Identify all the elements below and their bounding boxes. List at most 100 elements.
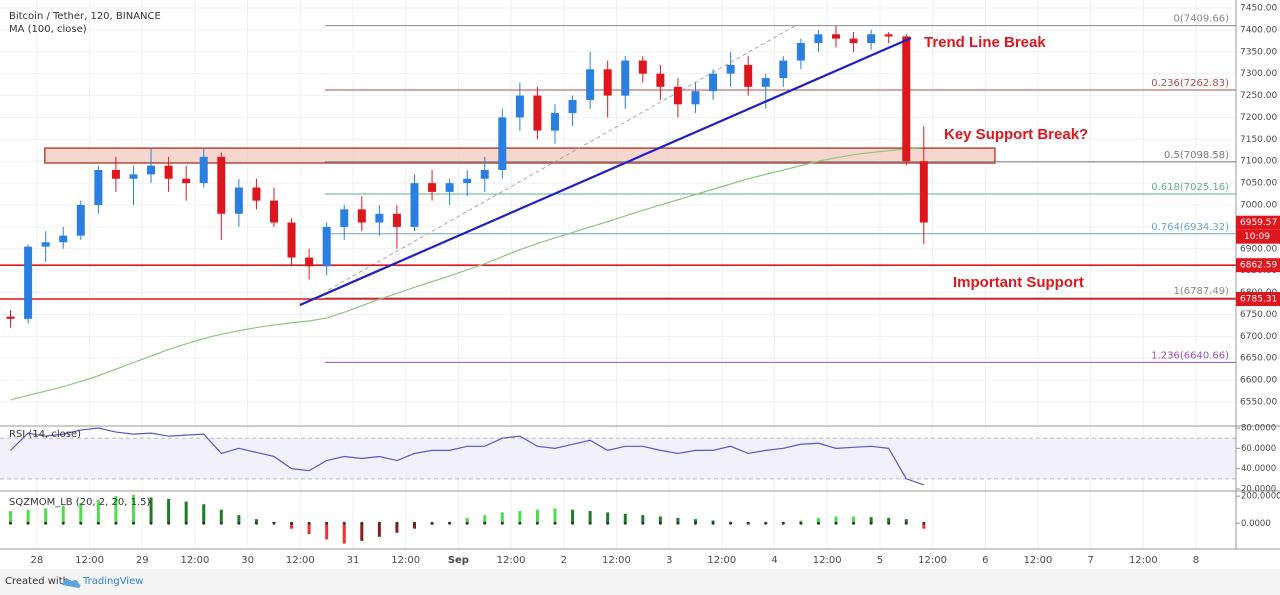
- y-tick-label: 6750.00: [1240, 310, 1277, 320]
- squeeze-dot: [834, 521, 838, 525]
- candle-body: [744, 64, 753, 87]
- momentum-bar: [641, 515, 645, 524]
- x-tick-label: 12:00: [181, 555, 210, 566]
- y-tick-label: 6600.00: [1240, 376, 1277, 386]
- squeeze-dot: [483, 521, 487, 525]
- momentum-bar: [149, 497, 153, 524]
- momentum-bar: [816, 517, 820, 524]
- momentum-bar: [412, 523, 416, 529]
- y-tick-label: 7250.00: [1240, 91, 1277, 101]
- momentum-bar: [61, 505, 65, 524]
- squeeze-dot: [887, 521, 891, 525]
- candle-body: [849, 38, 858, 44]
- candle-body: [287, 222, 296, 258]
- fib-label: 0.5(7098.58): [1164, 150, 1229, 161]
- rsi-line: [10, 427, 925, 486]
- momentum-bar: [904, 519, 908, 524]
- fib-label: 1(6787.49): [1173, 286, 1229, 297]
- candle-body: [59, 235, 68, 243]
- tradingview-logo[interactable]: [62, 579, 81, 588]
- momentum-bar: [307, 523, 311, 535]
- squeeze-dot: [799, 521, 803, 525]
- momentum-bar: [325, 523, 329, 540]
- y-tick-label: 7450.00: [1240, 4, 1277, 14]
- candle-body: [129, 174, 138, 179]
- momentum-bar: [553, 508, 557, 524]
- y-tick-label: 6900.00: [1240, 244, 1277, 254]
- squeeze-dot: [764, 521, 768, 525]
- candle-body: [638, 60, 647, 74]
- squeeze-dot: [79, 521, 83, 525]
- momentum-bar: [167, 498, 171, 524]
- squeeze-dot: [641, 521, 645, 525]
- candle-body: [586, 69, 595, 100]
- momentum-bar: [26, 509, 30, 524]
- candle-body: [111, 169, 120, 179]
- x-tick-label: 31: [347, 555, 360, 566]
- squeeze-dot: [518, 521, 522, 525]
- fib-diagonal: [328, 24, 797, 291]
- candle-body: [673, 86, 682, 105]
- candle-body: [182, 178, 191, 184]
- squeeze-dot: [114, 521, 118, 525]
- candle-body: [445, 183, 454, 192]
- candle-body: [656, 73, 665, 87]
- ma-legend: MA (100, close): [9, 24, 87, 35]
- squeeze-dot: [676, 521, 680, 525]
- candle-body: [234, 187, 243, 214]
- squeeze-dot: [167, 521, 171, 525]
- squeeze-dot: [606, 521, 610, 525]
- squeeze-dot: [465, 521, 469, 525]
- momentum-bar: [465, 517, 469, 524]
- momentum-bar: [377, 523, 381, 537]
- candle-body: [550, 113, 559, 131]
- candle-body: [902, 36, 911, 162]
- candle-body: [164, 165, 173, 179]
- candle-body: [621, 60, 630, 96]
- momentum-bar: [922, 523, 926, 529]
- candle-body: [340, 209, 349, 227]
- price-tag: [1236, 292, 1280, 307]
- y-tick-label: 7000.00: [1240, 201, 1277, 211]
- squeeze-dot: [658, 521, 662, 525]
- sqz-tick-label: 200.0000: [1241, 492, 1280, 502]
- momentum-bar: [606, 512, 610, 524]
- candle-body: [322, 226, 331, 267]
- countdown: 10:09: [1244, 232, 1270, 242]
- squeeze-dot: [412, 521, 416, 525]
- squeeze-dot: [588, 521, 592, 525]
- momentum-bar: [96, 500, 100, 524]
- footer-brand[interactable]: TradingView: [82, 576, 143, 587]
- momentum-bar: [184, 501, 188, 524]
- momentum-bar: [535, 509, 539, 524]
- squeeze-dot: [9, 521, 13, 525]
- x-tick-label: 12:00: [286, 555, 315, 566]
- x-tick-label: 7: [1087, 555, 1093, 566]
- candle-body: [76, 205, 85, 236]
- squeeze-dot: [149, 521, 153, 525]
- squeeze-dot: [360, 521, 364, 525]
- momentum-bar: [114, 496, 118, 524]
- candle-body: [796, 43, 805, 61]
- candle-body: [884, 34, 893, 37]
- momentum-bar: [518, 511, 522, 524]
- fib-label: 0.618(7025.16): [1151, 182, 1229, 193]
- candle-body: [568, 99, 577, 114]
- x-tick-label: 12:00: [918, 555, 947, 566]
- candle-body: [603, 69, 612, 96]
- y-tick-label: 6700.00: [1240, 332, 1277, 342]
- x-tick-label: 12:00: [707, 555, 736, 566]
- fib-label: 0.764(6934.32): [1151, 222, 1229, 233]
- momentum-bar: [500, 512, 504, 524]
- squeeze-dot: [219, 521, 223, 525]
- x-tick-label: 6: [982, 555, 988, 566]
- candle-body: [217, 156, 226, 214]
- trend-line: [299, 36, 912, 307]
- momentum-bar: [483, 515, 487, 524]
- y-tick-label: 7300.00: [1240, 69, 1277, 79]
- moving-average: [10, 146, 924, 401]
- y-tick-label: 7350.00: [1240, 47, 1277, 57]
- squeeze-dot: [816, 521, 820, 525]
- candle-body: [269, 200, 278, 223]
- momentum-bar: [237, 515, 241, 524]
